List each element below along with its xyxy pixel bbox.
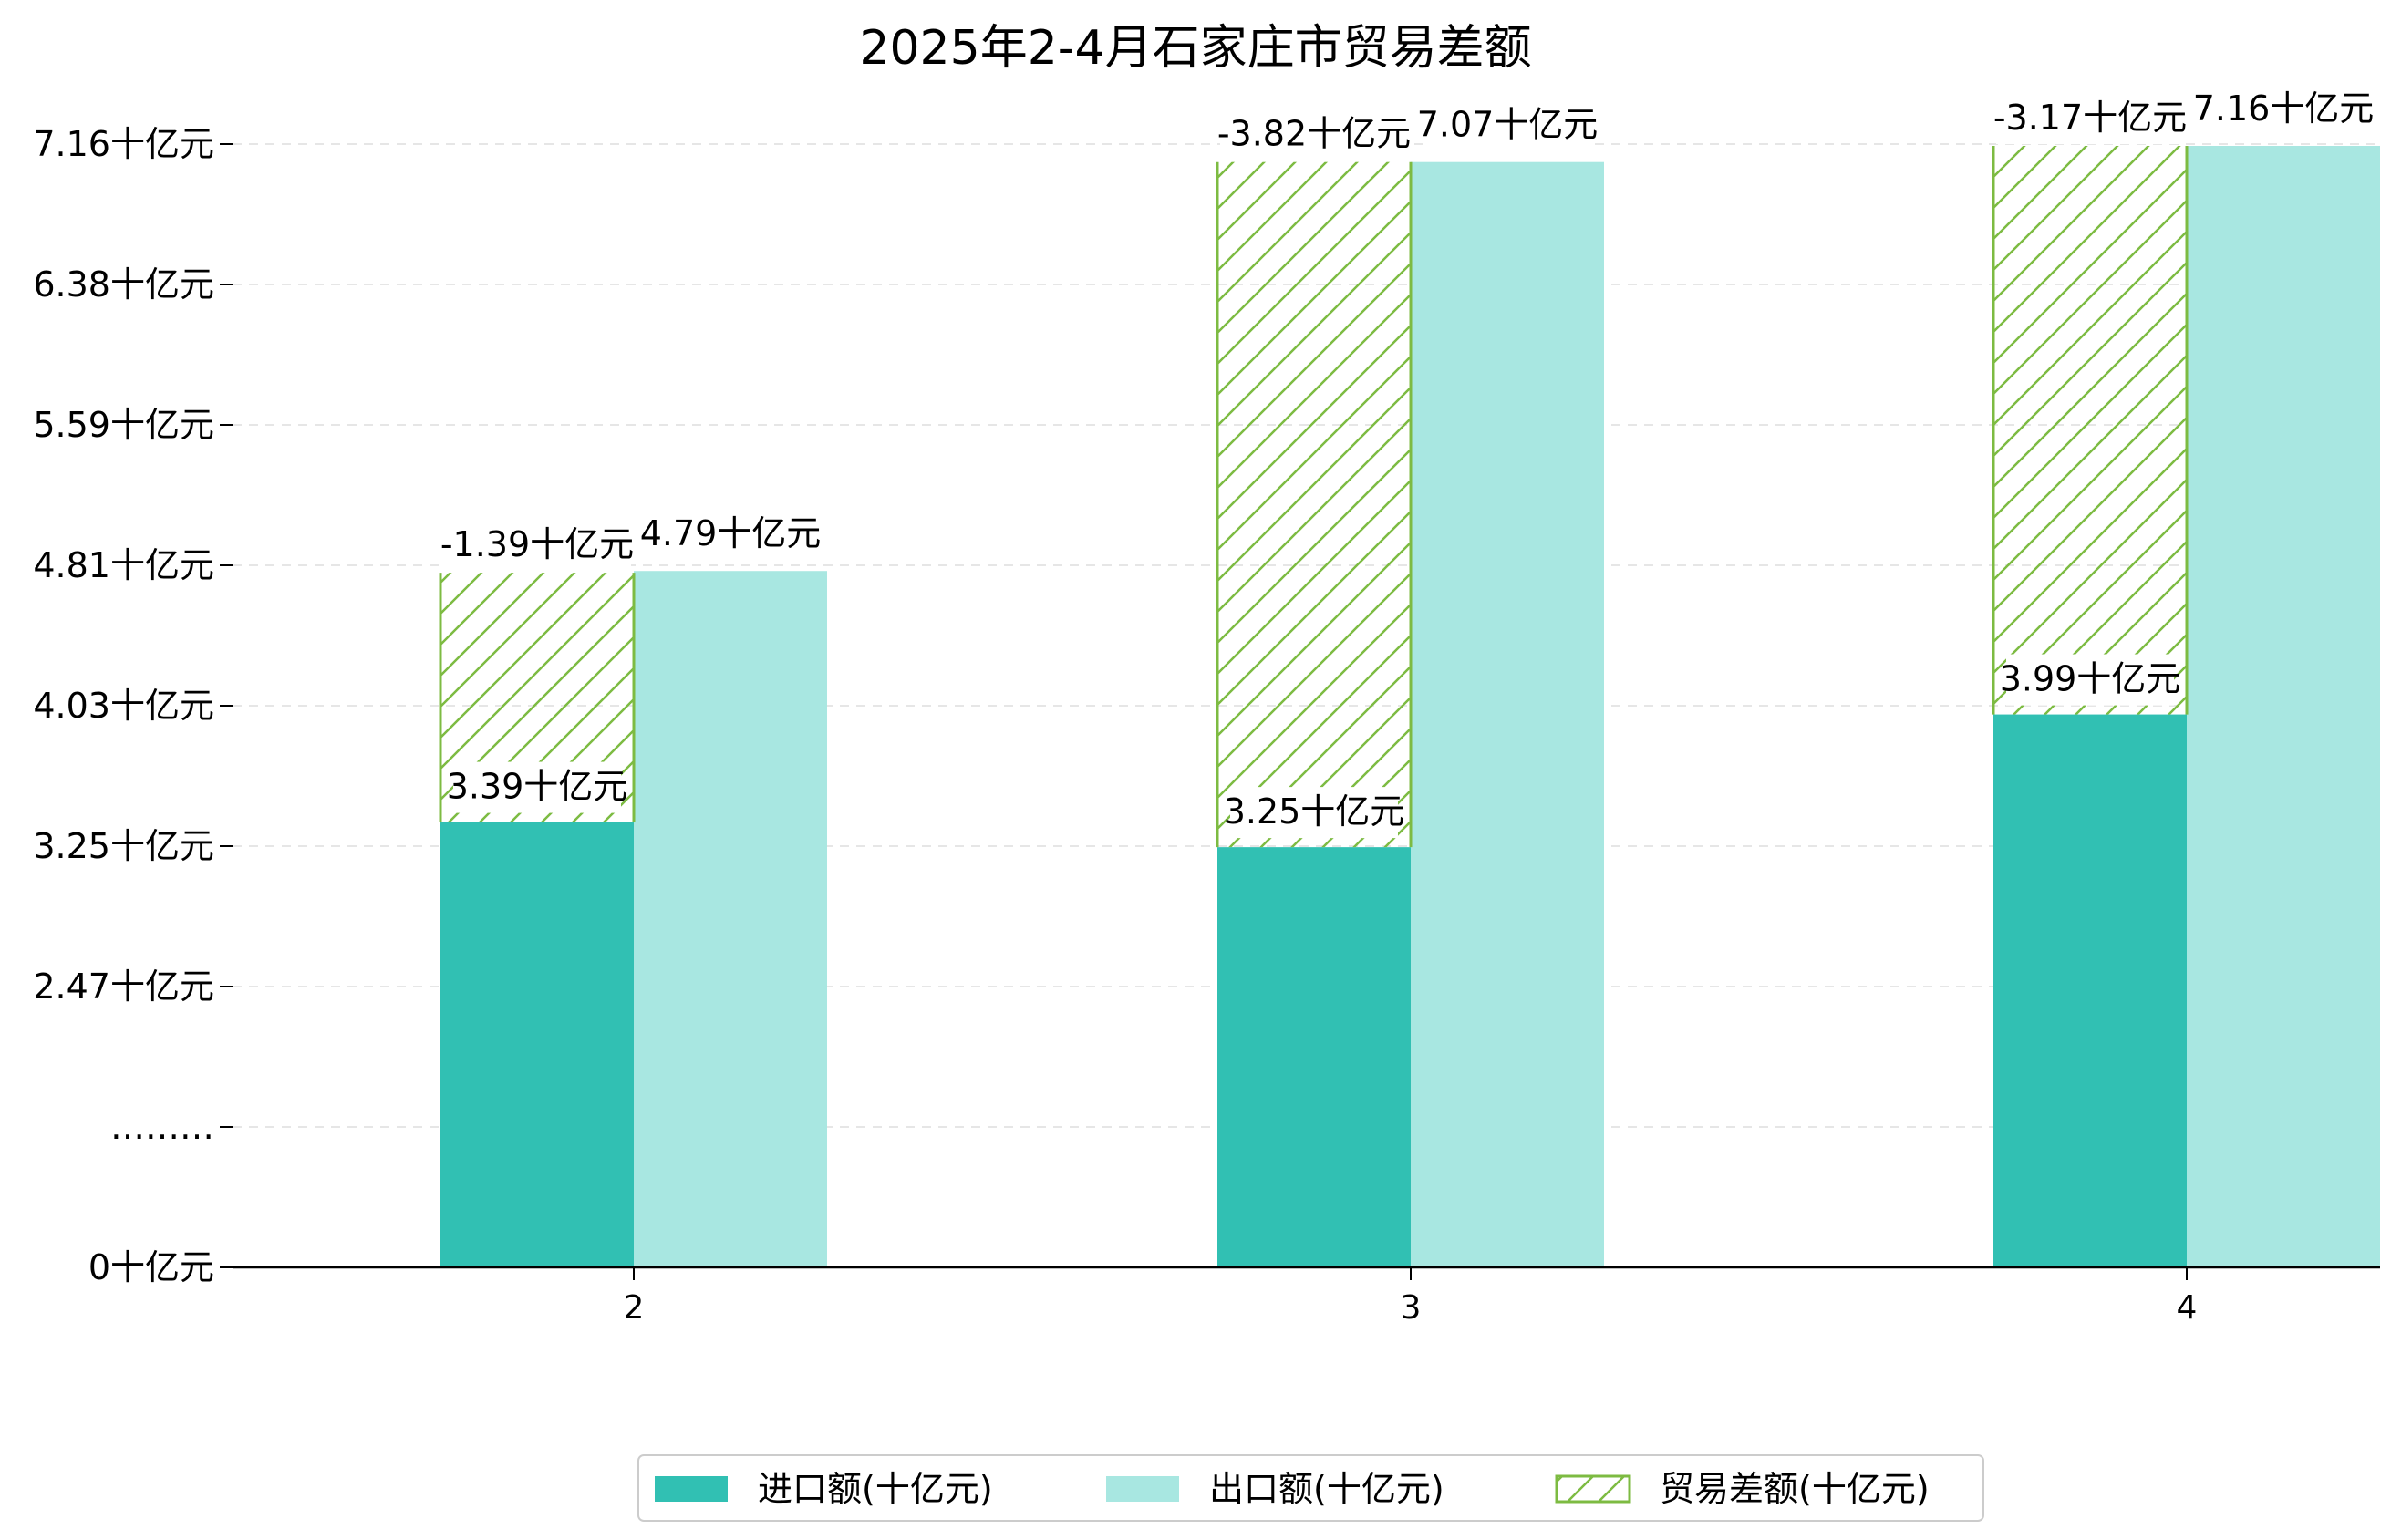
data-labels-layer: 4.79十亿元-1.39十亿元 3.39十亿元 7.07十亿元-3.82十亿元 3.2…	[440, 84, 2375, 839]
balance-bar-outline	[1992, 146, 2189, 715]
export-value-label-group: 7.16十亿元	[2193, 84, 2375, 135]
balance-value-label-group: -3.17十亿元	[1993, 93, 2187, 144]
export-bar	[634, 571, 827, 1267]
bars-layer	[439, 146, 2380, 1267]
balance-value-label-group: -1.39十亿元	[440, 520, 634, 572]
import-value-label-bg	[453, 761, 621, 813]
y-tick-label: 6.38十亿元	[33, 264, 214, 305]
balance-bar-outline	[1216, 161, 1413, 848]
legend-item-balance: 贸易差额(十亿元)	[1555, 1469, 1930, 1509]
balance-bar-hatch	[1217, 161, 1411, 848]
legend-label: 出口额(十亿元)	[1209, 1469, 1444, 1509]
balance-value-label-bg	[1220, 109, 1408, 160]
legend-frame	[637, 1454, 1984, 1522]
balance-value-label-bg	[1996, 93, 2184, 144]
y-tick-label: 2.47十亿元	[33, 966, 214, 1007]
export-value-label-group: 4.79十亿元	[640, 509, 822, 561]
export-value-label: 7.16十亿元	[2193, 88, 2375, 129]
x-tick-label: 3	[1401, 1289, 1422, 1327]
export-bar	[2187, 146, 2380, 1267]
y-tick-label: 4.03十亿元	[33, 686, 214, 726]
y-tick-label: 5.59十亿元	[33, 405, 214, 445]
import-value-label-group: 3.39十亿元	[447, 761, 628, 813]
export-value-label: 4.79十亿元	[640, 513, 822, 553]
balance-bar-outline	[439, 573, 636, 822]
export-value-label-bg	[2200, 84, 2367, 135]
x-tick-label: 2	[624, 1289, 645, 1327]
x-tick-label: 4	[2177, 1289, 2198, 1327]
import-bar	[1217, 847, 1411, 1267]
legend-item-import: 进口额(十亿元)	[655, 1469, 993, 1509]
y-tick-label: ………	[110, 1107, 214, 1147]
export-bar	[1411, 161, 1604, 1267]
balance-bar-hatch	[1993, 146, 2187, 715]
legend-swatch	[655, 1476, 728, 1502]
import-value-label: 3.39十亿元	[447, 767, 628, 807]
legend-swatch	[1106, 1476, 1179, 1502]
import-value-label-bg	[2006, 654, 2174, 706]
balance-value-label: -3.82十亿元	[1217, 114, 1411, 154]
import-bar	[440, 822, 634, 1267]
axes-layer: 0十亿元 ……… 2.47十亿元 3.25十亿元 4.03十亿元 4.81十亿元 5.59十…	[33, 124, 2380, 1327]
legend-label: 贸易差额(十亿元)	[1660, 1469, 1930, 1509]
export-value-label: 7.07十亿元	[1417, 105, 1599, 145]
legend: 进口额(十亿元) 出口额(十亿元) 贸易差额(十亿元)	[637, 1454, 1984, 1522]
balance-value-label-group: -3.82十亿元	[1217, 109, 1411, 160]
balance-value-label-bg	[443, 520, 631, 572]
import-value-label: 3.25十亿元	[1224, 791, 1405, 832]
legend-swatch	[1555, 1474, 1631, 1504]
import-value-label-group: 3.25十亿元	[1224, 787, 1405, 839]
export-value-label-bg	[647, 509, 814, 561]
y-tick-label: 4.81十亿元	[33, 545, 214, 585]
balance-value-label: -3.17十亿元	[1993, 98, 2187, 138]
import-value-label-group: 3.99十亿元	[2000, 654, 2181, 706]
balance-value-label: -1.39十亿元	[440, 524, 634, 564]
legend-label: 进口额(十亿元)	[758, 1469, 993, 1509]
export-value-label-bg	[1423, 99, 1591, 151]
y-tick-label: 7.16十亿元	[33, 124, 214, 164]
legend-item-export: 出口额(十亿元)	[1106, 1469, 1444, 1509]
chart-title: 2025年2-4月石家庄市贸易差额	[859, 21, 1531, 76]
y-tick-label: 0十亿元	[88, 1247, 214, 1287]
import-value-label: 3.99十亿元	[2000, 659, 2181, 699]
import-bar	[1993, 714, 2187, 1267]
y-tick-label: 3.25十亿元	[33, 826, 214, 866]
import-value-label-bg	[1230, 787, 1398, 839]
export-value-label-group: 7.07十亿元	[1417, 99, 1599, 151]
